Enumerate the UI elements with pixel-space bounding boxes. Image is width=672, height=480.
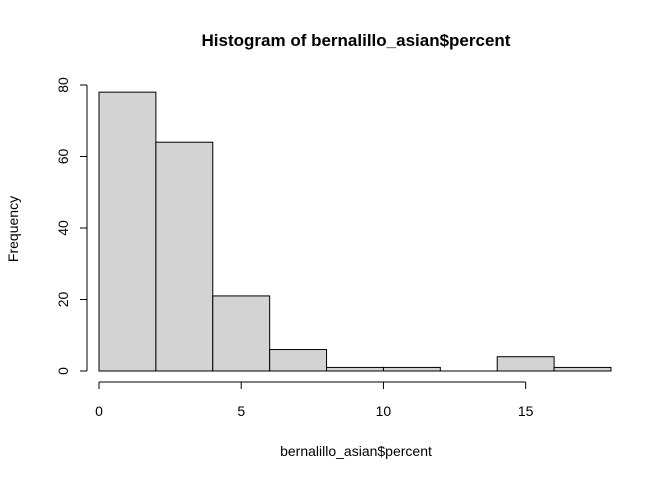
y-tick-label-40: 40 [55, 220, 71, 236]
x-tick-label-10: 10 [376, 403, 392, 419]
y-axis-label: Frequency [5, 196, 21, 262]
y-tick-label-60: 60 [55, 149, 71, 165]
chart-title: Histogram of bernalillo_asian$percent [202, 31, 511, 50]
x-axis: 0 5 10 15 [95, 381, 534, 419]
histogram-bar-3 [269, 349, 328, 372]
histogram-bar-5 [382, 366, 441, 372]
y-tick-label-20: 20 [55, 292, 71, 308]
histogram-bar-4 [326, 366, 384, 372]
y-axis: 0 20 40 60 80 [55, 77, 88, 375]
bars-group [98, 91, 612, 372]
x-tick-label-15: 15 [518, 403, 534, 419]
y-tick-label-80: 80 [55, 77, 71, 93]
x-tick-label-5: 5 [237, 403, 245, 419]
y-tick-label-0: 0 [55, 367, 71, 375]
histogram-bar-7 [496, 356, 555, 372]
histogram-bar-2 [212, 295, 271, 372]
histogram-bar-1 [155, 141, 214, 372]
x-axis-label: bernalillo_asian$percent [280, 443, 432, 459]
histogram-bar-0 [98, 91, 157, 372]
x-tick-label-0: 0 [95, 403, 103, 419]
histogram-bar-8 [553, 366, 612, 372]
